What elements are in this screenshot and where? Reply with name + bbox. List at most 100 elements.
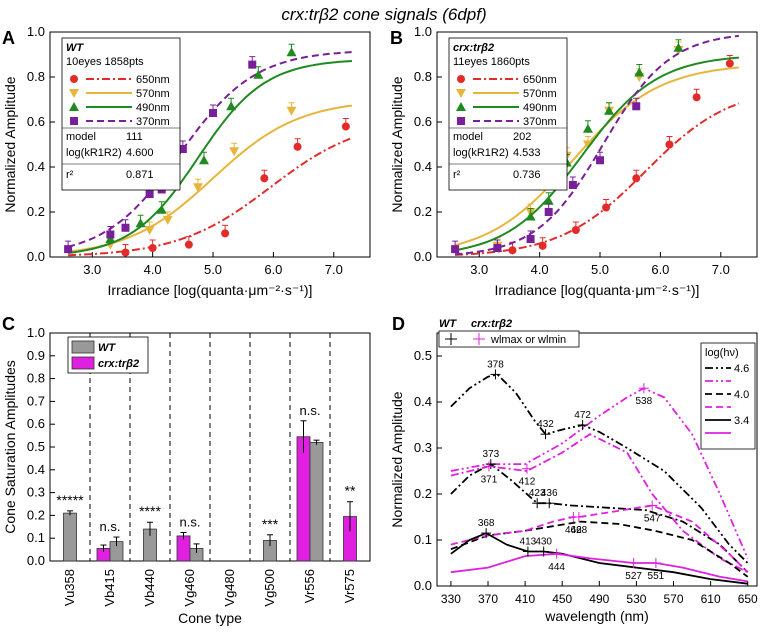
panel-b-point-370nm: [526, 235, 535, 243]
panel-c-significance: ****: [139, 503, 161, 519]
panel-d-xtick-label: 610: [701, 592, 721, 606]
panel-d-peak-label: 538: [635, 396, 652, 407]
panel-a-plot-frame: [49, 31, 371, 258]
panel-b-point-370nm: [632, 102, 641, 111]
panel-a-legend-label-650nm: 650nm: [136, 74, 170, 86]
panel-a-point-570nm: [192, 183, 203, 193]
panel-b-point-490nm: [604, 105, 615, 115]
panel-c-ytick-label: 0.2: [27, 507, 45, 522]
panel-b-xtick-label: 3.0: [470, 262, 488, 277]
panel-d-spectrum-wt-3.4: [450, 532, 748, 585]
panel-b-r2-label: r²: [453, 169, 461, 181]
panel-c-category-label: Vr575: [342, 569, 357, 603]
panel-a-point-490nm: [253, 69, 264, 79]
panel-a-point-650nm: [148, 244, 157, 252]
panel-d-peak-label: 462: [565, 525, 582, 536]
panel-d-spectrum-crxtr-3.4: [450, 552, 748, 583]
panel-a-chart: 0.0 0.2 0.4 0.6 0.8 1.0 3.0 4.0 5.0 6.0 7.0 Irradia…: [2, 24, 371, 298]
panel-d-chart: 0.0 0.1 0.2 0.3 0.4 0.5 330 370 410 450 490 530 570 6…: [389, 318, 758, 624]
panel-b-legend-marker-490nm: [456, 102, 466, 111]
panel-b-legend-label-570nm: 570nm: [523, 88, 557, 100]
panel-c-legend-swatch: [71, 356, 95, 370]
panel-a-point-650nm: [260, 174, 269, 183]
panel-b-point-650nm: [538, 241, 547, 250]
panel-d-peak-label: 432: [537, 419, 554, 430]
panel-a-point-650nm: [184, 240, 193, 249]
panel-a-legend-label-570nm: 570nm: [136, 88, 170, 100]
panel-c-category-label: Vb440: [142, 569, 157, 607]
panel-c-ytick-label: 0.8: [27, 371, 45, 386]
panel-c-ytick-label: 0.4: [27, 462, 45, 477]
panel-a-point-370nm: [106, 230, 115, 239]
panel-c-bar-wt: [309, 442, 324, 562]
panel-c-legend-label: WT: [98, 342, 116, 354]
panel-d-ytick-label: 0.5: [414, 348, 432, 363]
panel-c-significance: **: [345, 483, 356, 499]
panel-a-ytick-label: 0.8: [27, 69, 45, 84]
panel-a-xtick-label: 5.0: [204, 262, 222, 277]
panel-b-xaxis-label: Irradiance [log(quanta·μm⁻²·s⁻¹)]: [495, 282, 700, 298]
panel-c-category-label: Vb415: [102, 569, 117, 607]
panel-c-category-label: Vg460: [182, 569, 197, 607]
panel-d-ytick-label: 0.4: [414, 394, 432, 409]
panel-a-logk-label: log(kR1R2): [66, 147, 122, 159]
panel-a-xtick-label: 4.0: [144, 262, 162, 277]
panel-b-legend-marker-570nm: [456, 89, 466, 98]
panel-b-plot-frame: [436, 31, 758, 258]
panel-b-point-650nm: [692, 93, 701, 102]
panel-a-logk-value: 4.600: [126, 147, 154, 159]
panel-c-bar-tr: [296, 436, 311, 562]
panel-d-peak-label: 430: [535, 537, 552, 548]
panel-c-legend-swatch: [71, 340, 95, 354]
figure-title: crx:trβ2 cone signals (6dpf): [281, 5, 486, 24]
panel-b-yaxis-label: Normalized Amplitude: [389, 76, 405, 212]
panel-letter-c: C: [2, 314, 15, 334]
panel-b-ytick-label: 0.4: [414, 159, 432, 174]
panel-b-logk-label: log(kR1R2): [453, 147, 509, 159]
panel-c-ytick-label: 0.1: [27, 530, 45, 545]
panel-b-point-490nm: [525, 211, 536, 221]
panel-a-point-490nm: [198, 155, 209, 165]
panel-b-ytick-label: 0.6: [414, 114, 432, 129]
panel-b-xtick-label: 6.0: [651, 262, 669, 277]
panel-b-point-650nm: [632, 174, 641, 183]
panel-b-point-650nm: [571, 226, 580, 234]
panel-a-yaxis-label: Normalized Amplitude: [2, 76, 18, 212]
panel-b-logk-value: 4.533: [513, 147, 541, 159]
panel-a-point-370nm: [209, 109, 218, 117]
panel-d-ytick-label: 0.2: [414, 486, 432, 501]
panel-c-ytick-label: 0.6: [27, 416, 45, 431]
panel-b-point-490nm: [673, 42, 684, 52]
panel-d-legend-marker-label: wlmax or wlmin: [490, 334, 566, 346]
panel-d-peak-label: 378: [487, 359, 504, 370]
panel-a-legend-box: [61, 37, 181, 191]
panel-d-xtick-label: 370: [478, 592, 498, 606]
panel-a-r2-value: 0.871: [126, 169, 154, 181]
panel-d-legend-right-label: 3.4: [734, 415, 749, 427]
panel-d-xtick-label: 490: [589, 592, 609, 606]
panel-d-xtick-label: 530: [626, 592, 646, 606]
panel-a-point-370nm: [121, 223, 130, 232]
panel-c-significance: n.s.: [100, 519, 121, 534]
panel-d-legend-right-label: 4.6: [734, 363, 749, 375]
panel-c-chart: 0.0 0.1 0.2 0.3 0.4 0.5 0.6 0.7 0.8 0.9 1.0 Cone Sa…: [2, 325, 371, 626]
panel-d-xtick-label: 650: [738, 592, 758, 606]
panel-b-r2-value: 0.736: [513, 169, 541, 181]
panel-b-point-650nm: [508, 246, 517, 255]
panel-d-spectrum-crxtr-4.0: [450, 504, 749, 573]
panel-d-peak-label: 527: [625, 571, 642, 582]
panel-a-xaxis-label: Irradiance [log(quanta·μm⁻²·s⁻¹)]: [108, 282, 313, 298]
panel-a-point-490nm: [286, 47, 297, 57]
panel-a-r2-label: r²: [66, 169, 74, 181]
panel-d-xtick-label: 330: [441, 592, 461, 606]
panel-b-point-650nm: [725, 59, 734, 68]
panel-b-point-490nm: [582, 123, 593, 133]
panel-a-point-490nm: [156, 204, 167, 214]
panel-b-legend-marker-650nm: [457, 75, 465, 83]
panel-a-legend-label-490nm: 490nm: [136, 102, 170, 114]
panel-c-ytick-label: 0.7: [27, 393, 45, 408]
panel-a-point-570nm: [162, 215, 173, 225]
panel-d-peak-label: 412: [519, 477, 536, 488]
panel-b-legend-box: [448, 37, 568, 191]
panel-a-point-490nm: [226, 101, 237, 111]
